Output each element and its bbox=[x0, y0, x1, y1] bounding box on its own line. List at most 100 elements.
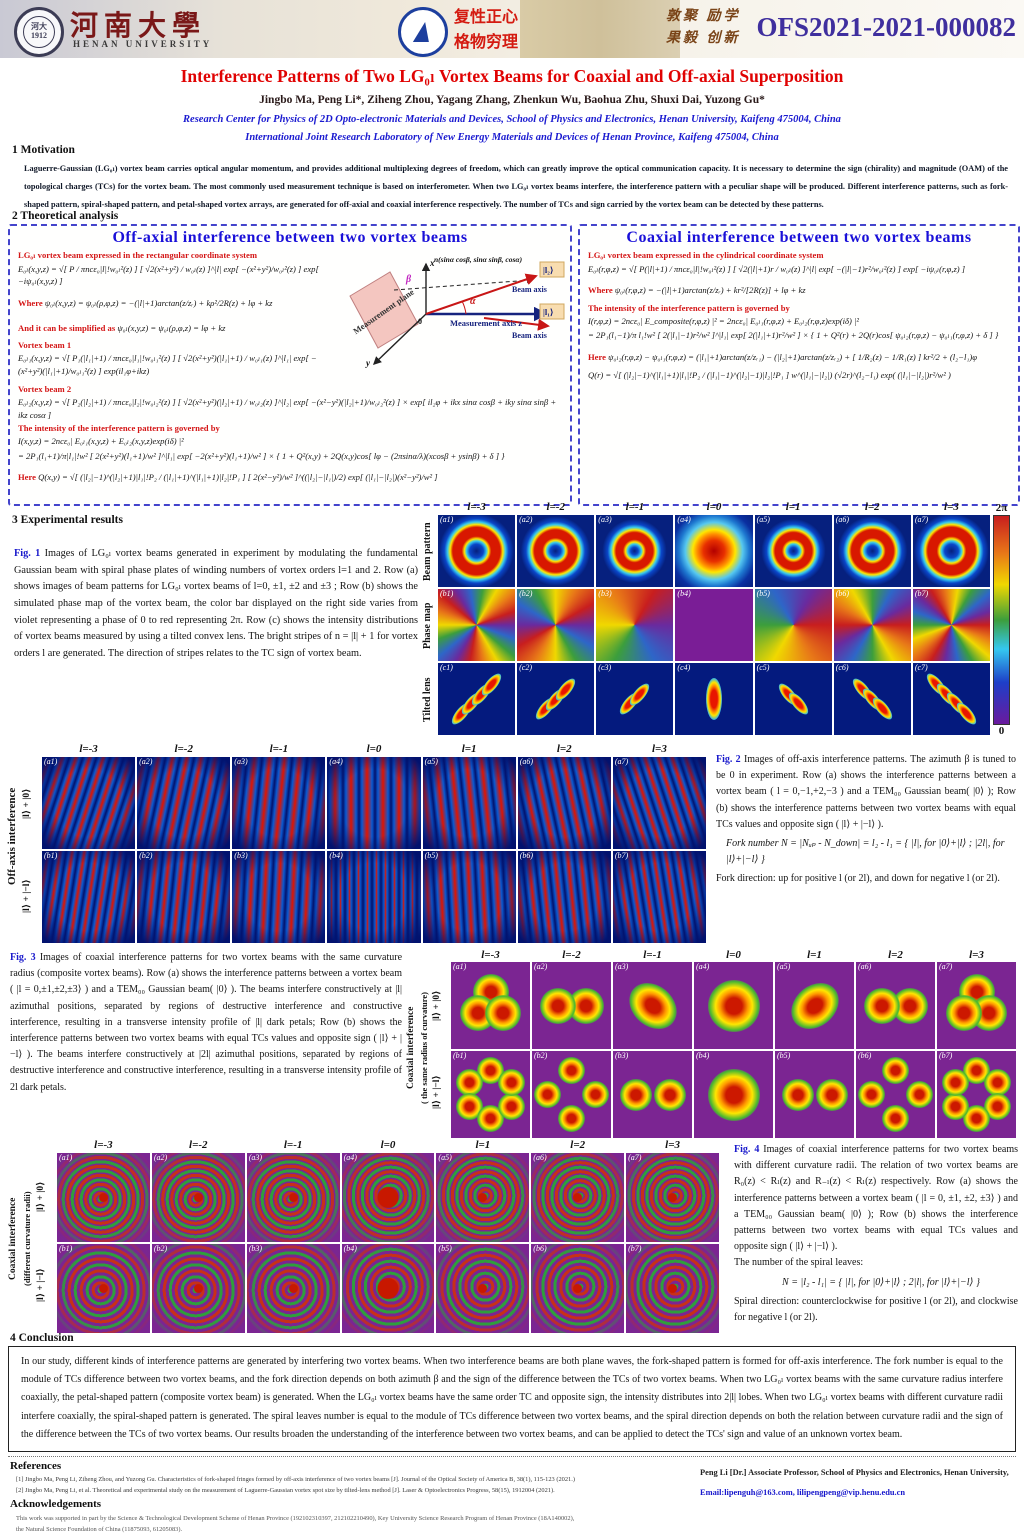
panel-label: (a1) bbox=[453, 962, 467, 971]
panel-label: (a6) bbox=[835, 515, 850, 524]
beam-pattern-panel: (a6) bbox=[833, 515, 911, 587]
panel-label: (a5) bbox=[756, 515, 770, 524]
column-header: l=-2 bbox=[174, 743, 193, 755]
equation-text: ψ₀ₗ(x,y,z) = ψ₀ₗ(ρ,φ,z) = lφ + kz bbox=[117, 323, 226, 334]
petal-blob bbox=[497, 1093, 525, 1120]
spiral-pattern-panel-b: (b5) bbox=[436, 1244, 530, 1333]
beam-pattern-panel: (a4) bbox=[675, 515, 753, 587]
panel-label: (a2) bbox=[139, 757, 153, 766]
petal-blob bbox=[619, 1078, 652, 1111]
panel-label: (a3) bbox=[248, 1153, 263, 1162]
petal-blob bbox=[456, 1069, 484, 1096]
measurement-axis-label: Measurement axis z bbox=[450, 318, 522, 328]
equation-line: E₀ₗ(r,φ,z) = √[ P(|l|+1) / πncε₀|l|!w₀ₗ²… bbox=[588, 264, 966, 274]
fig4-row-label-b: |l⟩ + |−l⟩ bbox=[36, 1268, 46, 1303]
beam-pattern-panel: (a5) bbox=[754, 515, 832, 587]
fig2-side-label: Off-axis interference bbox=[6, 787, 18, 885]
petal-blob bbox=[707, 979, 760, 1032]
fig3-caption-label: Fig. 3 bbox=[10, 952, 36, 963]
equation-line: Here ψ₀ₗ₂(r,φ,z) − ψ₀ₗ₁(r,φ,z) = (|l₁|+1… bbox=[588, 344, 1012, 367]
fork-pattern-panel-a: (a6) bbox=[517, 757, 611, 849]
column-header: l=3 bbox=[969, 949, 984, 961]
equation-line: = 2P₁(l₁−1)/π l₁!w² [ 2(|l₁|−1)r²/w² ]^|… bbox=[588, 330, 999, 341]
petal-pattern-panel-b: (b2) bbox=[532, 1051, 611, 1138]
lens-stripe bbox=[478, 670, 505, 699]
ket-l2-label: |l₂⟩ bbox=[543, 265, 554, 275]
fig3-caption: Fig. 3 Images of coaxial interference pa… bbox=[10, 950, 402, 1096]
panel-label: (b4) bbox=[343, 1244, 357, 1253]
column-header: l=0 bbox=[706, 501, 722, 513]
equation-line: Q(r) = √[ (|l₂|−1)^(|l₁|+1)|l₁|!P₂ / (|l… bbox=[588, 369, 951, 380]
petal-blob bbox=[906, 1081, 933, 1108]
fig4-spiral-direction: Spiral direction: counterclockwise for p… bbox=[734, 1295, 1018, 1323]
panel-label: (a4) bbox=[343, 1153, 357, 1162]
panel-label: (a5) bbox=[424, 757, 438, 766]
petal-blob bbox=[942, 1093, 970, 1120]
petal-blob bbox=[942, 1069, 970, 1096]
petal-blob bbox=[863, 987, 900, 1024]
fig3-side-label-1: Coaxial interference bbox=[406, 1006, 416, 1090]
beam-axis-top-label: Beam axis bbox=[512, 285, 547, 294]
calligraphy-line-2: 果毅 创新 bbox=[666, 31, 741, 47]
phase-map-panel: (b4) bbox=[675, 589, 753, 661]
reference-1: [1] Jingbo Ma, Peng Li, Ziheng Zhou, and… bbox=[16, 1476, 575, 1483]
conclusion-paragraph: In our study, different kinds of interfe… bbox=[8, 1346, 1016, 1452]
panel-label: (a5) bbox=[438, 1153, 452, 1162]
panel-label: (b1) bbox=[453, 1051, 467, 1060]
colorbar-min-label: 0 bbox=[998, 725, 1005, 737]
equation-text: ψ₀ₗ(r,φ,z) = −(|l|+1)arctan(z/zᵣ) + kr²/… bbox=[614, 285, 806, 296]
column-header: l=3 bbox=[944, 501, 959, 513]
column-header: l=-1 bbox=[283, 1139, 303, 1151]
equation-label: Where bbox=[18, 297, 45, 308]
coaxial-theory-box: Coaxial interference between two vortex … bbox=[578, 224, 1020, 506]
seal-text: 河大 bbox=[31, 22, 47, 32]
petal-blob bbox=[707, 1068, 760, 1121]
spiral-pattern-panel-b: (b6) bbox=[531, 1244, 625, 1333]
fork-pattern-panel-b: (b4) bbox=[327, 851, 421, 943]
fig3-row-label-b: |l⟩ + |−l⟩ bbox=[432, 1075, 442, 1110]
tilted-lens-panel: (c2) bbox=[517, 663, 595, 735]
equation-line: E₀ₗ(x,y,z) = √[ P / πncε₀|l|!w₀ₗ²(z) ] [… bbox=[18, 264, 319, 287]
petal-blob bbox=[623, 982, 682, 1029]
tilted-lens-panel: (c3) bbox=[596, 663, 674, 735]
panel-label: (b2) bbox=[139, 851, 153, 860]
affiliation-2: International Joint Research Laboratory … bbox=[245, 132, 779, 143]
petal-pattern-panel-a: (a5) bbox=[775, 962, 854, 1049]
equation-line: I(r,φ,z) = 2ncε₀| E_composite(r,φ,z) |² … bbox=[588, 315, 859, 326]
fig4-row-label-a: |l⟩ + |0⟩ bbox=[36, 1181, 46, 1212]
lens-stripe bbox=[953, 699, 980, 728]
petal-blob bbox=[781, 1078, 814, 1111]
panel-label: (b6) bbox=[835, 589, 850, 598]
panel-label: (c6) bbox=[835, 663, 849, 672]
beam-pattern-panel: (a3) bbox=[596, 515, 674, 587]
offaxial-geometry-diagram: Measurement plane x y 0 α β n(sinα cosβ,… bbox=[349, 255, 565, 368]
panel-label: (b6) bbox=[533, 1244, 547, 1253]
acknowledgement-1: This work was supported in part by the S… bbox=[16, 1515, 575, 1522]
equation-heading: Vortex beam 2 bbox=[18, 384, 72, 395]
spiral-pattern-panel-a: (a7) bbox=[626, 1153, 719, 1242]
panel-label: (a1) bbox=[59, 1153, 73, 1162]
tilted-lens-panel: (c4) bbox=[675, 663, 753, 735]
section-theory-heading: 2 Theoretical analysis bbox=[12, 210, 119, 222]
offaxial-equations-full: Vortex beam 2 E₀ₗ₂(x,y,z) = √[ P₂(|l₂|+1)… bbox=[10, 381, 570, 491]
spiral-pattern-panel-a: (a4) bbox=[341, 1153, 435, 1242]
fork-pattern-panel-b: (b2) bbox=[137, 851, 231, 943]
column-header: l=3 bbox=[652, 743, 667, 755]
petal-pattern-panel-b: (b3) bbox=[613, 1051, 692, 1138]
column-header: l=-1 bbox=[643, 949, 662, 961]
tilted-lens-panel: (c5) bbox=[754, 663, 832, 735]
panel-label: (a2) bbox=[153, 1153, 168, 1162]
sail-icon bbox=[412, 22, 434, 42]
motto-line-2: 格物穷理 bbox=[454, 33, 519, 51]
panel-label: (b2) bbox=[519, 589, 533, 598]
header-banner: 河大 1912 河南大學 HENAN UNIVERSITY 复性正心 格物穷理 … bbox=[0, 0, 1024, 58]
fig2-fork-direction: Fork direction: up for positive l (or 2l… bbox=[716, 873, 1000, 885]
petal-blob bbox=[582, 1081, 609, 1108]
beam-pattern-panel: (a2) bbox=[517, 515, 595, 587]
column-header: l=-2 bbox=[546, 501, 565, 513]
column-header: l=0 bbox=[366, 743, 382, 755]
fork-pattern-panel-b: (b5) bbox=[422, 851, 516, 943]
fig2-row-label-b: |l⟩ + |−l⟩ bbox=[22, 879, 32, 914]
petal-blob bbox=[484, 994, 521, 1031]
petal-pattern-panel-a: (a7) bbox=[937, 962, 1016, 1049]
